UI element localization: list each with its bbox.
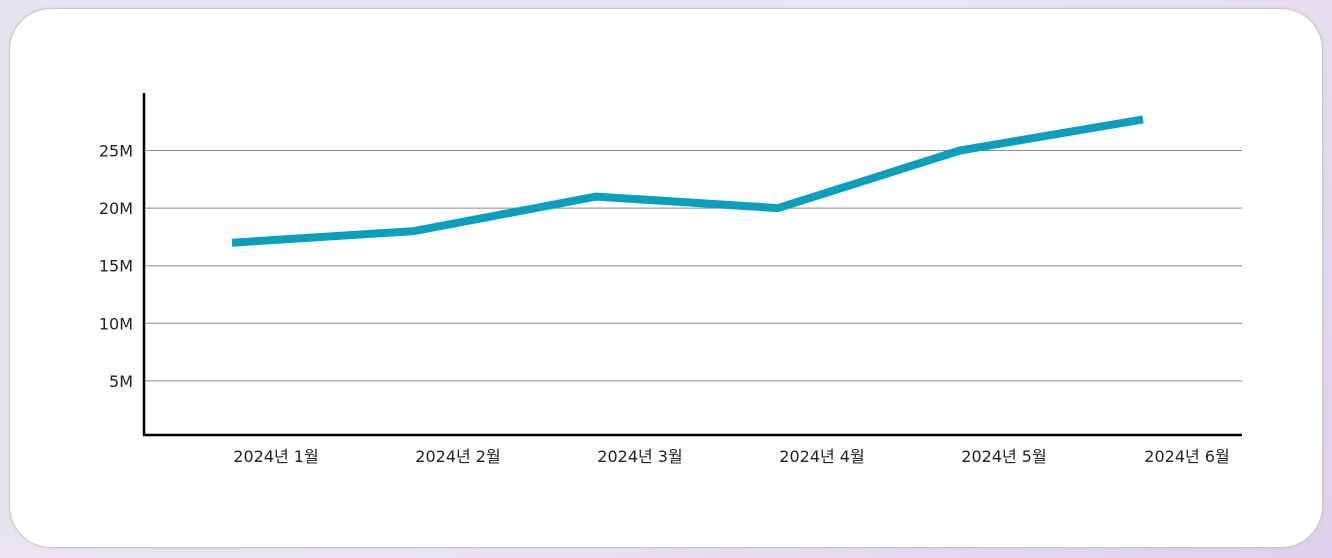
y-axis-labels: 5M 10M 15M 20M 25M bbox=[99, 142, 133, 391]
x-tick-label: 2024년 1월 bbox=[233, 447, 318, 466]
chart-card bbox=[9, 8, 1323, 548]
grid-lines bbox=[144, 150, 1242, 382]
x-tick-label: 2024년 3월 bbox=[597, 447, 682, 466]
y-tick-label: 5M bbox=[109, 372, 133, 391]
x-tick-label: 2024년 2월 bbox=[415, 447, 500, 466]
x-axis-labels: 2024년 1월 2024년 2월 2024년 3월 2024년 4월 2024년 5월… bbox=[233, 447, 1229, 466]
x-tick-label: 2024년 5월 bbox=[961, 447, 1046, 466]
x-tick-label: 2024년 4월 bbox=[779, 447, 864, 466]
series-line bbox=[231, 115, 1144, 247]
y-tick-label: 20M bbox=[99, 199, 133, 218]
y-tick-label: 25M bbox=[99, 142, 133, 161]
y-tick-label: 10M bbox=[99, 314, 133, 333]
y-tick-label: 15M bbox=[99, 257, 133, 276]
x-tick-label: 2024년 6월 bbox=[1144, 447, 1229, 466]
